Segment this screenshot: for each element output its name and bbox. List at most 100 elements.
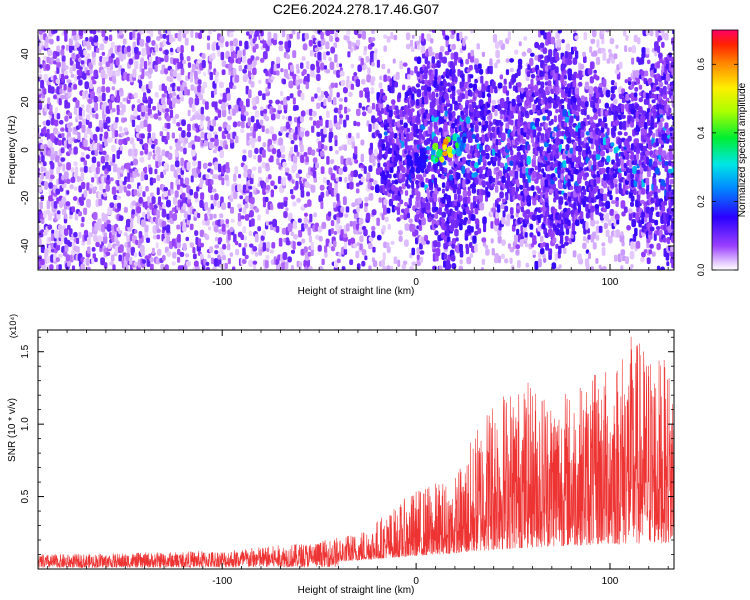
spectrogram-cell (92, 30, 97, 35)
spectrogram-cell (289, 33, 293, 39)
spectrogram-cell (373, 52, 378, 61)
spectrogram-cell (628, 212, 633, 221)
spectrogram-cell (436, 109, 441, 117)
spectrogram-cell (572, 78, 577, 88)
spectrogram-cell (643, 165, 648, 172)
spectrogram-cell (544, 122, 548, 130)
spectrogram-cell (212, 131, 218, 136)
spectrogram-cell (592, 122, 597, 129)
spectrogram-cell (149, 114, 155, 119)
spectrogram-cell (146, 88, 151, 94)
spectrogram-cell (281, 227, 287, 235)
spectrogram-cell (593, 69, 597, 74)
spectrogram-cell (429, 197, 433, 203)
spectrogram-cell (280, 202, 284, 209)
spectrogram-cell (558, 203, 562, 210)
spectrogram-cell (639, 173, 643, 182)
spectrogram-cell (222, 255, 227, 261)
spectrogram-cell (436, 60, 441, 69)
spectrogram-cell (350, 237, 356, 245)
spectrogram-cell (365, 212, 371, 221)
spectrogram-cell (478, 121, 482, 126)
spectrogram-cell (168, 76, 174, 83)
spectrogram-cell (536, 80, 542, 86)
spectrogram-cell (390, 85, 395, 94)
spectrogram-cell (625, 185, 629, 190)
spectrogram-cell (396, 206, 401, 215)
spectrogram-cell (433, 109, 438, 118)
spectrogram-cell (414, 229, 419, 236)
spectrogram-cell (132, 30, 136, 39)
spectrogram-cell (214, 236, 219, 242)
spectrogram-cell (242, 247, 246, 257)
spectrogram-cell (520, 206, 525, 213)
spectrogram-cell (232, 266, 236, 270)
spectrogram-cell (355, 78, 361, 88)
spectrogram-cell (470, 49, 475, 57)
spectrogram-cell (314, 93, 318, 99)
spectrogram-cell (82, 39, 88, 47)
spectrogram-cell (132, 41, 137, 49)
spectrogram-cell (408, 218, 413, 224)
spectrogram-cell (386, 36, 391, 43)
spectrogram-cell (137, 51, 141, 56)
spectrogram-cell (136, 99, 141, 104)
spectrogram-cell (571, 222, 576, 232)
spectrogram-cell (171, 37, 176, 42)
spectrogram-cell (433, 177, 438, 186)
spectrogram-cell (491, 126, 496, 133)
spectrogram-cell (91, 258, 95, 265)
spectrogram-cell (164, 49, 169, 56)
spectrogram-cell (156, 146, 161, 156)
spectrogram-cell (298, 78, 303, 84)
spectrogram-cell (152, 234, 157, 240)
spectrogram-cell (250, 115, 255, 123)
spectrogram-cell (40, 79, 45, 89)
spectrogram-cell (391, 103, 396, 110)
spectrogram-cell (441, 174, 446, 180)
spectrogram-cell (343, 144, 347, 151)
spectrogram-cell (330, 188, 335, 197)
spectrogram-cell (338, 97, 344, 103)
spectrogram-cell (156, 209, 160, 219)
spectrogram-cell (310, 69, 315, 78)
spectrogram-cell (428, 30, 433, 33)
spectrogram-cell (176, 72, 182, 82)
spectrogram-cell (411, 261, 417, 266)
spectrogram-cell (465, 116, 471, 124)
spectrogram-cell (637, 37, 641, 45)
spectrogram-cell (287, 40, 292, 49)
spectrogram-cell (383, 206, 388, 215)
spectrogram-cell (386, 164, 391, 172)
spectrogram-cell (590, 205, 595, 213)
spectrogram-cell (49, 174, 55, 180)
spectrogram-cell (202, 162, 208, 170)
spectrogram-cell (411, 224, 416, 233)
spectrogram-cell (415, 83, 421, 88)
spectrogram-cell (410, 70, 414, 76)
spectrogram-cell (330, 46, 336, 54)
spectrogram-cell (290, 249, 296, 254)
spectrogram-cell (194, 230, 199, 237)
spectrogram-cell (451, 111, 456, 117)
spectrogram-cell (461, 73, 465, 82)
spectrogram-cell (72, 196, 78, 201)
spectrogram-cell (530, 185, 535, 191)
spectrogram-cell (82, 109, 86, 118)
spectrogram-cell (509, 67, 514, 73)
spectrogram-cell (517, 110, 522, 115)
spectrogram-cell (47, 97, 51, 105)
spectrogram-cell (402, 173, 406, 181)
spectrogram-cell (65, 254, 71, 262)
spectrogram-cell (262, 51, 268, 60)
spectrogram-cell (257, 90, 263, 97)
spectrogram-cell (311, 149, 316, 156)
spectrogram-cell (209, 246, 214, 253)
spectrogram-cell (260, 235, 265, 241)
spectrogram-cell (628, 46, 633, 53)
spectrogram-cell (502, 210, 506, 218)
spectrogram-cell (635, 240, 641, 249)
spectrogram-cell (544, 178, 550, 188)
spectrogram-cell (480, 75, 484, 84)
spectrogram-cell (244, 203, 249, 209)
